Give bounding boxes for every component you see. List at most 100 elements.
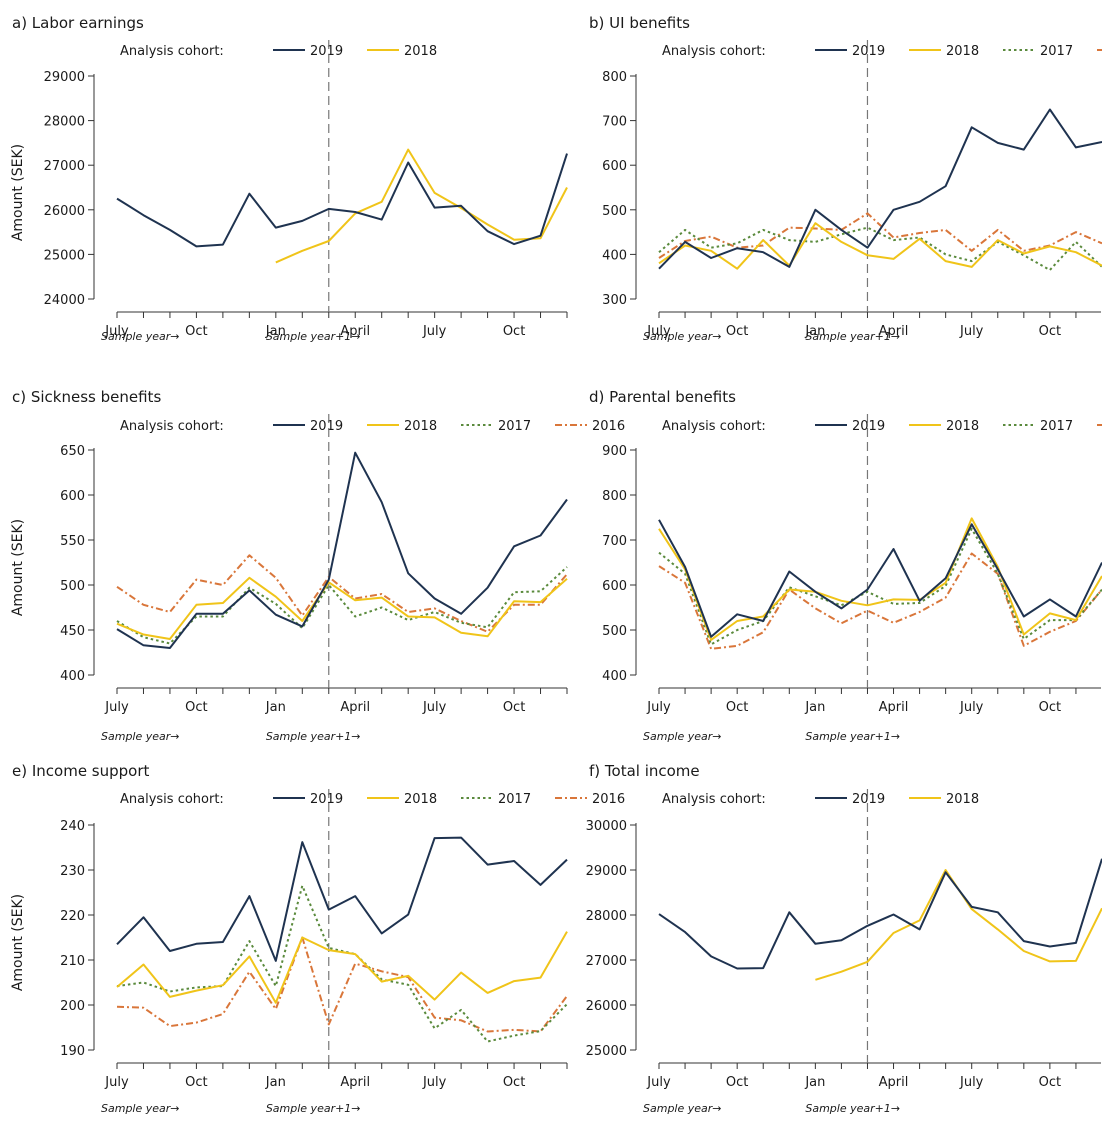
x-tick-label: Oct — [503, 1075, 525, 1090]
legend-prefix: Analysis cohort: — [662, 44, 766, 59]
y-tick-label: 200 — [60, 999, 85, 1014]
x-tick-label: July — [422, 700, 447, 715]
x-tick-label: Oct — [503, 324, 525, 339]
legend-prefix: Analysis cohort: — [120, 419, 224, 434]
legend-label-2019: 2019 — [310, 792, 343, 807]
series-2019-line — [117, 154, 567, 247]
y-tick-label: 220 — [60, 909, 85, 924]
y-tick-label: 700 — [602, 115, 627, 130]
x-tick-label: Oct — [185, 700, 207, 715]
legend-label-2017: 2017 — [1040, 44, 1073, 59]
x-tick-label: Jan — [804, 700, 825, 715]
legend-label-2018: 2018 — [404, 44, 437, 59]
sample-year-plus-one-note: Sample year+1→ — [805, 330, 900, 343]
y-tick-label: 500 — [602, 204, 627, 219]
x-tick-label: July — [959, 700, 984, 715]
y-tick-label: 400 — [602, 669, 627, 684]
series-2017-line — [117, 567, 567, 644]
y-tick-label: 190 — [60, 1044, 85, 1059]
sample-year-plus-one-note: Sample year+1→ — [266, 330, 361, 343]
legend-label-2019: 2019 — [310, 44, 343, 59]
panel-b: b) UI benefits Analysis cohort: 2019 2018 20… — [589, 14, 1102, 343]
y-tick-label: 28000 — [586, 909, 627, 924]
y-tick-label: 300 — [602, 293, 627, 308]
y-tick-label: 28000 — [44, 115, 85, 130]
y-tick-label: 27000 — [44, 159, 85, 174]
legend: Analysis cohort: 2019 2018 2017 2016 — [120, 792, 625, 807]
x-tick-label: Jan — [265, 700, 286, 715]
y-tick-label: 240 — [60, 819, 85, 834]
sample-year-plus-one-note: Sample year+1→ — [266, 730, 361, 743]
y-axis-label: Amount (SEK) — [10, 519, 26, 616]
x-tick-label: Oct — [726, 1075, 748, 1090]
y-tick-label: 400 — [60, 669, 85, 684]
sample-year-note: Sample year→ — [101, 1102, 180, 1115]
legend-prefix: Analysis cohort: — [120, 792, 224, 807]
y-tick-label: 500 — [60, 579, 85, 594]
y-tick-label: 29000 — [586, 864, 627, 879]
x-tick-label: July — [104, 700, 129, 715]
x-tick-label: Oct — [1039, 324, 1061, 339]
legend-label-2019: 2019 — [852, 44, 885, 59]
y-tick-label: 210 — [60, 954, 85, 969]
series-2018-line — [659, 518, 1102, 640]
x-tick-label: Oct — [1039, 1075, 1061, 1090]
panel-title: b) UI benefits — [589, 14, 690, 32]
y-tick-label: 26000 — [586, 999, 627, 1014]
legend-label-2018: 2018 — [404, 792, 437, 807]
series-2017-line — [659, 529, 1102, 645]
sample-year-note: Sample year→ — [643, 730, 722, 743]
legend-label-2017: 2017 — [498, 419, 531, 434]
legend-label-2019: 2019 — [852, 792, 885, 807]
x-tick-label: Oct — [1039, 700, 1061, 715]
x-tick-label: April — [879, 1075, 909, 1090]
y-tick-label: 27000 — [586, 954, 627, 969]
legend-label-2016: 2016 — [592, 792, 625, 807]
legend-label-2018: 2018 — [404, 419, 437, 434]
y-tick-label: 24000 — [44, 293, 85, 308]
panel-title: a) Labor earnings — [12, 14, 144, 32]
x-tick-label: Oct — [503, 700, 525, 715]
y-tick-label: 800 — [602, 489, 627, 504]
legend-label-2018: 2018 — [946, 44, 979, 59]
series-2017-line — [117, 886, 567, 1042]
x-tick-label: July — [422, 324, 447, 339]
x-tick-label: July — [646, 1075, 671, 1090]
y-tick-label: 29000 — [44, 70, 85, 85]
y-tick-label: 700 — [602, 534, 627, 549]
series-2019-line — [659, 520, 1102, 637]
series-2019-line — [117, 838, 567, 961]
series-2019-line — [659, 110, 1102, 269]
x-tick-label: Oct — [726, 700, 748, 715]
legend-label-2017: 2017 — [498, 792, 531, 807]
legend-prefix: Analysis cohort: — [662, 419, 766, 434]
x-tick-label: July — [959, 324, 984, 339]
x-tick-label: July — [959, 1075, 984, 1090]
y-tick-label: 600 — [602, 579, 627, 594]
series-2018-line — [815, 870, 1102, 980]
legend-label-2017: 2017 — [1040, 419, 1073, 434]
sample-year-note: Sample year→ — [101, 330, 180, 343]
series-2018-line — [276, 150, 567, 263]
sample-year-note: Sample year→ — [101, 730, 180, 743]
legend-label-2019: 2019 — [310, 419, 343, 434]
y-tick-label: 26000 — [44, 204, 85, 219]
y-tick-label: 25000 — [586, 1044, 627, 1059]
y-tick-label: 30000 — [586, 819, 627, 834]
sample-year-plus-one-note: Sample year+1→ — [805, 1102, 900, 1115]
x-tick-label: July — [422, 1075, 447, 1090]
legend-label-2019: 2019 — [852, 419, 885, 434]
y-tick-label: 25000 — [44, 248, 85, 263]
y-axis-label: Amount (SEK) — [10, 144, 26, 241]
y-tick-label: 600 — [60, 489, 85, 504]
x-tick-label: Oct — [185, 1075, 207, 1090]
